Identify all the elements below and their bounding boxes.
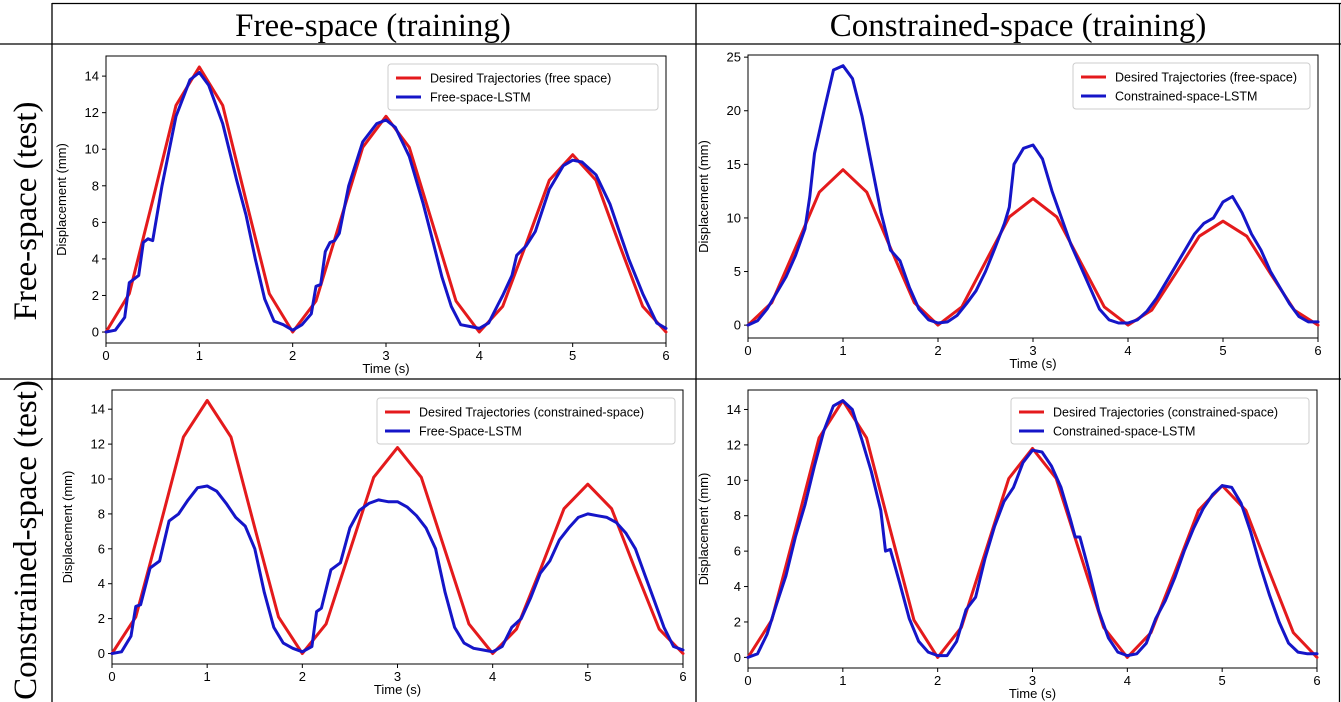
y-tick-label: 6 [98, 541, 105, 556]
x-axis-label: Time (s) [374, 682, 421, 697]
y-tick-label: 15 [727, 157, 741, 172]
y-tick-label: 5 [734, 264, 741, 279]
y-tick-label: 14 [91, 402, 105, 417]
x-tick-label: 6 [662, 348, 669, 363]
x-tick-label: 3 [394, 669, 401, 684]
y-tick-label: 2 [98, 611, 105, 626]
x-axis-label: Time (s) [362, 361, 409, 376]
y-tick-label: 8 [92, 178, 99, 193]
x-tick-label: 5 [1219, 673, 1226, 688]
y-tick-label: 4 [92, 251, 99, 266]
y-tick-label: 0 [734, 318, 741, 333]
column-header-free-space-training: Free-space (training) [235, 8, 511, 44]
legend-box [376, 397, 676, 445]
legend-label: Desired Trajectories (free-space) [1115, 71, 1297, 85]
x-tick-label: 1 [196, 348, 203, 363]
y-axis-label: Displacement (mm) [54, 143, 69, 256]
y-tick-label: 10 [91, 472, 105, 487]
y-axis-label: Displacement (mm) [696, 473, 711, 586]
legend-box [1072, 62, 1311, 110]
y-tick-label: 10 [85, 142, 99, 157]
x-tick-label: 5 [584, 669, 591, 684]
legend-label: Constrained-space-LSTM [1115, 90, 1257, 104]
lstm-prediction-line [746, 399, 1319, 659]
y-tick-label: 0 [734, 650, 741, 665]
y-axis-label: Displacement (mm) [696, 140, 711, 253]
x-tick-label: 2 [299, 669, 306, 684]
y-tick-label: 8 [734, 508, 741, 523]
legend-label: Desired Trajectories (constrained-space) [1053, 406, 1278, 420]
x-tick-label: 3 [1029, 673, 1036, 688]
y-tick-label: 6 [92, 215, 99, 230]
y-tick-label: 20 [727, 103, 741, 118]
x-tick-label: 4 [489, 669, 496, 684]
x-axis-label: Time (s) [1009, 356, 1056, 371]
x-tick-label: 0 [102, 348, 109, 363]
column-header-constrained-space-training: Constrained-space (training) [830, 8, 1207, 44]
desired-trajectory-line [110, 399, 685, 655]
y-tick-label: 4 [734, 579, 741, 594]
row-header-constrained-space-test: Constrained-space (test) [8, 380, 44, 700]
lstm-prediction-line [746, 64, 1320, 327]
legend-label: Desired Trajectories (constrained-space) [419, 406, 644, 420]
y-tick-label: 12 [91, 437, 105, 452]
x-tick-label: 4 [476, 348, 483, 363]
legend-label: Free-Space-LSTM [419, 425, 522, 439]
x-tick-label: 4 [1124, 343, 1131, 358]
desired-trajectory-line [104, 65, 668, 334]
lstm-prediction-line [110, 484, 685, 655]
legend-box [387, 63, 659, 111]
lstm-prediction-line [104, 71, 668, 334]
x-tick-label: 2 [934, 673, 941, 688]
x-tick-label: 3 [382, 348, 389, 363]
x-tick-label: 0 [744, 343, 751, 358]
y-tick-label: 0 [92, 325, 99, 340]
x-tick-label: 0 [744, 673, 751, 688]
x-tick-label: 5 [569, 348, 576, 363]
y-tick-label: 12 [727, 437, 741, 452]
y-tick-label: 12 [85, 105, 99, 120]
legend-box [1010, 397, 1310, 445]
row-header-free-space-test: Free-space (test) [8, 102, 44, 321]
desired-trajectory-line [746, 168, 1320, 327]
legend-label: Constrained-space-LSTM [1053, 425, 1195, 439]
y-tick-label: 14 [727, 402, 741, 417]
x-tick-label: 2 [289, 348, 296, 363]
y-tick-label: 2 [734, 614, 741, 629]
x-tick-label: 2 [934, 343, 941, 358]
x-axis-label: Time (s) [1009, 686, 1056, 701]
x-tick-label: 3 [1029, 343, 1036, 358]
x-tick-label: 6 [1313, 673, 1320, 688]
y-tick-label: 25 [727, 50, 741, 65]
x-tick-label: 1 [839, 343, 846, 358]
x-tick-label: 1 [204, 669, 211, 684]
x-tick-label: 6 [1314, 343, 1321, 358]
legend-label: Free-space-LSTM [430, 91, 531, 105]
y-tick-label: 10 [727, 210, 741, 225]
y-tick-label: 6 [734, 544, 741, 559]
legend-label: Desired Trajectories (free space) [430, 72, 611, 86]
x-tick-label: 0 [108, 669, 115, 684]
x-tick-label: 6 [679, 669, 686, 684]
y-tick-label: 8 [98, 506, 105, 521]
y-tick-label: 4 [98, 576, 105, 591]
x-tick-label: 5 [1219, 343, 1226, 358]
y-tick-label: 10 [727, 473, 741, 488]
y-axis-label: Displacement (mm) [60, 471, 75, 584]
x-tick-label: 1 [839, 673, 846, 688]
x-tick-label: 4 [1124, 673, 1131, 688]
chart-constrained-train-free-test: 0 1 2 3 4 5 6 0 5 10 15 20 25 Time (s) Displacement (m… [696, 50, 1322, 371]
y-tick-label: 2 [92, 288, 99, 303]
y-tick-label: 14 [85, 69, 99, 84]
y-tick-label: 0 [98, 646, 105, 661]
